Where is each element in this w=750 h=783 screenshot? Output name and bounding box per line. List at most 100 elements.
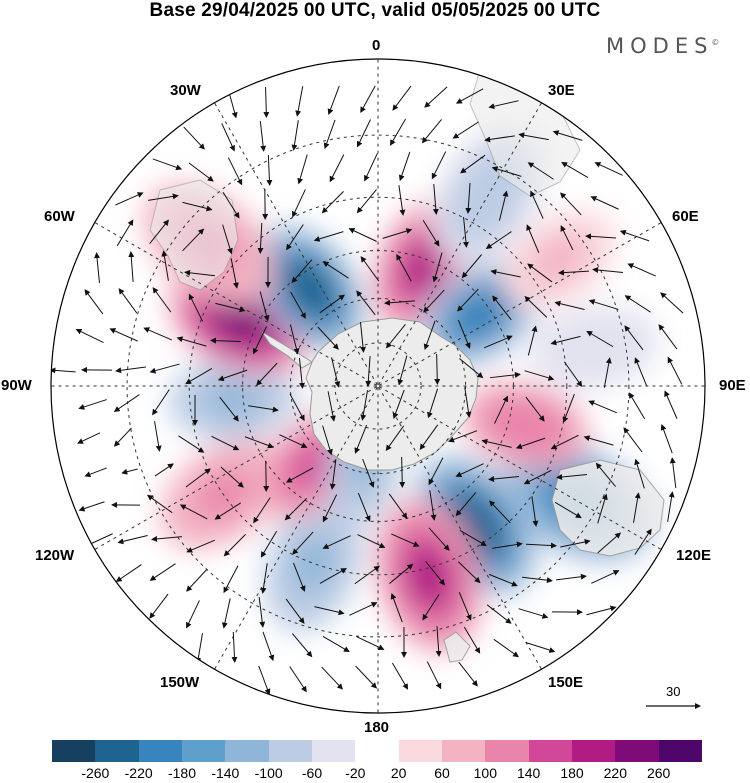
wind-arrow [252, 326, 268, 355]
wind-arrow [364, 153, 378, 182]
colorbar-tick-label: -260 [81, 765, 110, 781]
wind-arrow [562, 393, 575, 423]
wind-arrow [188, 293, 204, 322]
wind-arrow [595, 462, 616, 487]
wind-arrow [525, 396, 545, 422]
label-lon-90e: 90E [719, 377, 746, 394]
graticule [51, 59, 705, 713]
wind-arrow [588, 299, 619, 310]
wind-arrow [286, 224, 304, 251]
colorbar-segment [658, 740, 702, 762]
wind-arrow [464, 387, 472, 418]
wind-arrow [188, 162, 214, 182]
label-lon-30w: 30W [170, 82, 201, 99]
wind-arrow [563, 361, 583, 388]
wind-arrow [488, 100, 519, 110]
wind-arrow [354, 565, 380, 585]
wind-arrow [279, 434, 308, 448]
wind-arrow [321, 666, 343, 690]
wind-arrow [222, 192, 240, 219]
wind-arrow [285, 598, 305, 624]
wind-arrow [322, 261, 349, 279]
meridian-line [378, 102, 542, 386]
label-lon-0: 0 [372, 37, 381, 54]
wind-arrow [149, 219, 169, 245]
wind-arrow [460, 154, 486, 174]
wind-arrow [360, 256, 380, 282]
wind-arrow [314, 606, 345, 616]
anomaly-cell [407, 544, 451, 607]
wind-arrow [128, 251, 135, 282]
wind-arrow [556, 473, 587, 481]
wind-arrow [594, 162, 623, 176]
meridian-line [94, 386, 378, 550]
wind-arrow [263, 86, 270, 118]
wind-arrow [391, 662, 409, 690]
wind-arrow [259, 291, 270, 322]
new-zealand [443, 631, 471, 663]
wind-arrow [260, 530, 278, 558]
map-boundary [50, 58, 706, 714]
wind-arrow [524, 295, 548, 318]
wind-arrow [396, 253, 412, 282]
wind-arrow [221, 123, 235, 152]
wind-arrow [597, 493, 608, 524]
reference-vector-label: 30 [666, 684, 681, 699]
wind-arrow [624, 325, 644, 351]
wind-arrow [455, 463, 484, 477]
wind-arrow [585, 233, 617, 240]
wind-arrow [84, 289, 104, 315]
colorbar-tick-label: -180 [167, 765, 197, 781]
label-lon-60w: 60W [44, 208, 75, 225]
wind-arrow [389, 118, 406, 146]
brand-name: MODES [606, 34, 714, 58]
wind-arrow [421, 119, 442, 144]
colorbar [52, 740, 702, 762]
wind-arrow [185, 367, 213, 385]
wind-arrow [658, 324, 678, 350]
wind-arrow [530, 190, 544, 219]
wind-arrow [291, 259, 313, 284]
colorbar-segment [571, 740, 616, 762]
wind-arrow [634, 458, 645, 489]
wind-arrow [490, 371, 521, 379]
wind-arrow [491, 166, 522, 177]
colorbar-tick-label: -20 [345, 765, 366, 781]
wind-arrow [322, 494, 338, 523]
wind-arrow [258, 597, 266, 628]
wind-arrow [399, 456, 406, 488]
wind-arrow [285, 467, 314, 483]
wind-arrow [384, 299, 415, 306]
wind-arrow [427, 388, 439, 419]
colorbar-tick-label: -220 [124, 765, 153, 781]
wind-arrow [257, 222, 264, 254]
brand-logo: MODES© [606, 34, 721, 58]
colorbar-segment [485, 740, 529, 762]
colorbar-segment [95, 740, 139, 762]
wind-arrow [385, 324, 406, 349]
label-lon-150w: 150W [160, 674, 200, 691]
wind-arrow [258, 665, 271, 695]
wind-arrow [186, 568, 208, 592]
wind-arrow [360, 85, 376, 114]
wind-arrow [419, 424, 439, 450]
wind-arrow [465, 183, 472, 214]
wind-arrow [422, 219, 440, 247]
wind-arrow [365, 356, 372, 387]
wind-arrow [531, 496, 539, 527]
wind-arrow [515, 437, 546, 450]
wind-arrow [525, 542, 557, 549]
wind-arrow [458, 661, 478, 687]
wind-arrow [75, 328, 104, 343]
wind-arrow [459, 358, 484, 379]
wind-arrow [527, 162, 554, 180]
colorbar-tick-label: 140 [516, 765, 541, 781]
wind-arrow [329, 459, 337, 490]
wind-arrow [183, 126, 205, 150]
wind-arrow [552, 130, 583, 141]
wind-arrow [556, 573, 587, 581]
wind-arrow [184, 269, 215, 277]
meridian-line [214, 102, 378, 386]
colorbar-tick-label: 180 [560, 765, 584, 781]
wind-arrow [432, 252, 443, 283]
